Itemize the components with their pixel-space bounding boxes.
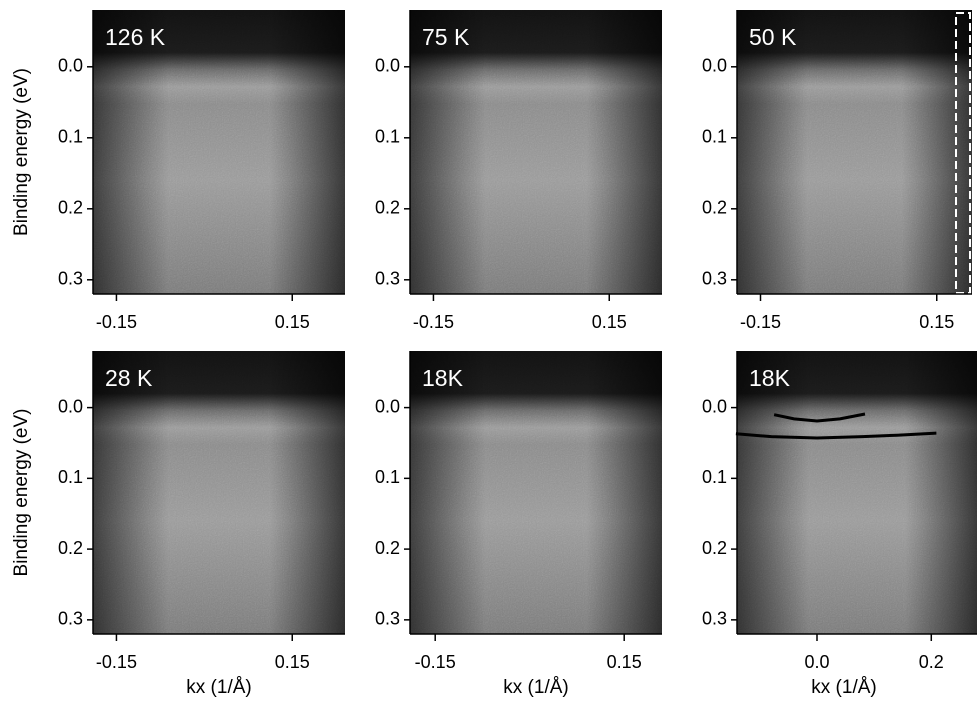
x-tick-label: 0.0 xyxy=(804,652,829,672)
y-tick-label: 0.3 xyxy=(58,609,83,629)
x-tick-label: 0.15 xyxy=(607,652,642,672)
y-axis-label: Binding energy (eV) xyxy=(11,68,32,236)
intensity-noise xyxy=(737,351,977,634)
y-tick-label: 0.1 xyxy=(58,127,83,147)
y-tick-label: 0.1 xyxy=(375,127,400,147)
y-tick-label: 0.3 xyxy=(58,269,83,289)
dispersion-trace xyxy=(735,431,937,440)
y-tick-label: 0.3 xyxy=(375,609,400,629)
x-tick-label: -0.15 xyxy=(413,312,454,332)
x-tick-label: -0.15 xyxy=(740,312,781,332)
y-tick-label: 0.1 xyxy=(702,467,727,487)
x-tick-label: -0.15 xyxy=(96,652,137,672)
y-tick-label: 0.2 xyxy=(58,198,83,218)
intensity-noise xyxy=(93,351,345,634)
y-tick-label: 0.3 xyxy=(702,269,727,289)
y-tick-label: 0.2 xyxy=(375,538,400,558)
intensity-noise xyxy=(410,351,662,634)
y-tick-label: 0.1 xyxy=(58,467,83,487)
intensity-noise xyxy=(737,10,972,294)
y-tick-label: 0.0 xyxy=(58,396,83,416)
panel: 0.0 0.1 0.2 0.3 -0.15 0.15 18K kx (1/Å) xyxy=(375,351,662,698)
y-axis-label: Binding energy (eV) xyxy=(11,409,32,577)
y-tick-label: 0.3 xyxy=(702,609,727,629)
panel-title: 18K xyxy=(749,365,791,391)
y-tick-label: 0.2 xyxy=(375,198,400,218)
y-tick-label: 0.0 xyxy=(375,396,400,416)
panel-title: 50 K xyxy=(749,24,797,50)
x-axis-label: kx (1/Å) xyxy=(503,677,568,698)
x-tick-label: 0.2 xyxy=(919,652,944,672)
y-tick-label: 0.1 xyxy=(702,127,727,147)
panel: 0.0 0.1 0.2 0.3 0.0 0.2 18K kx (1/Å) xyxy=(702,351,977,698)
intensity-noise xyxy=(93,10,345,294)
panel: 0.0 0.1 0.2 0.3 -0.15 0.15 75 K xyxy=(375,10,662,332)
panel: 0.0 0.1 0.2 0.3 -0.15 0.15 126 K Binding energy… xyxy=(11,10,345,332)
y-tick-label: 0.2 xyxy=(58,538,83,558)
panel-title: 126 K xyxy=(105,24,166,50)
panel: 0.0 0.1 0.2 0.3 -0.15 0.15 28 K Binding energy … xyxy=(11,351,345,698)
x-axis-label: kx (1/Å) xyxy=(811,677,876,698)
x-tick-label: -0.15 xyxy=(96,312,137,332)
panel-title: 28 K xyxy=(105,365,153,391)
x-axis-label: kx (1/Å) xyxy=(186,677,251,698)
panel-title: 18K xyxy=(422,365,464,391)
y-tick-label: 0.2 xyxy=(702,538,727,558)
y-tick-label: 0.0 xyxy=(375,56,400,76)
y-tick-label: 0.1 xyxy=(375,467,400,487)
panel-title: 75 K xyxy=(422,24,470,50)
panel: 0.0 0.1 0.2 0.3 -0.15 0.15 50 K xyxy=(702,10,972,332)
x-tick-label: 0.15 xyxy=(919,312,954,332)
y-tick-label: 0.0 xyxy=(58,56,83,76)
selection-box xyxy=(955,12,971,294)
x-tick-label: 0.15 xyxy=(592,312,627,332)
x-tick-label: 0.15 xyxy=(275,312,310,332)
intensity-noise xyxy=(410,10,662,294)
y-tick-label: 0.0 xyxy=(702,56,727,76)
y-tick-label: 0.0 xyxy=(702,396,727,416)
y-tick-label: 0.3 xyxy=(375,269,400,289)
x-tick-label: 0.15 xyxy=(275,652,310,672)
dispersion-trace xyxy=(773,412,866,423)
y-tick-label: 0.2 xyxy=(702,198,727,218)
x-tick-label: -0.15 xyxy=(415,652,456,672)
